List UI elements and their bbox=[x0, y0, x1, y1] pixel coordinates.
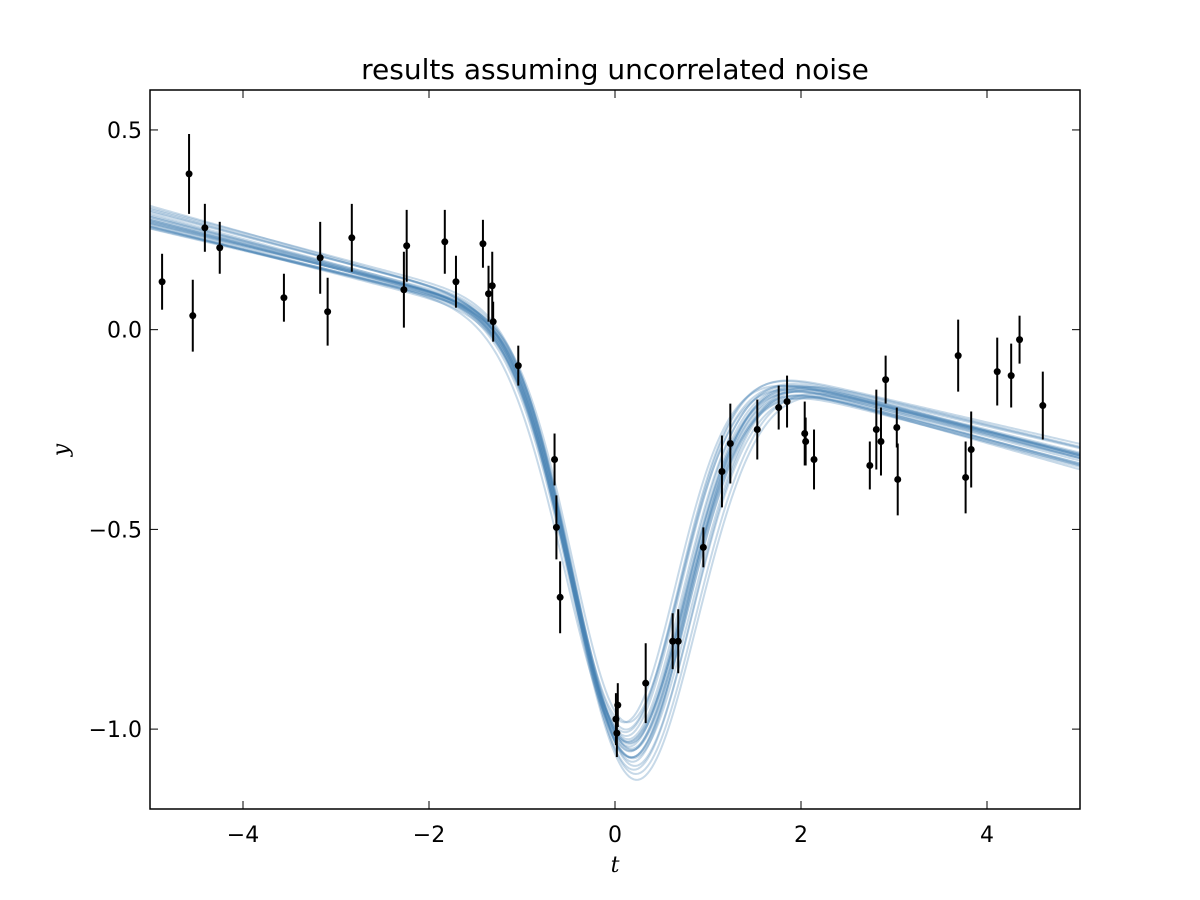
y-axis-label: y bbox=[49, 443, 74, 457]
data-point-8 bbox=[348, 234, 356, 242]
data-point-38 bbox=[877, 438, 885, 446]
data-point-30 bbox=[753, 426, 761, 434]
data-point-2 bbox=[189, 312, 197, 320]
data-point-29 bbox=[726, 440, 734, 448]
chart-title: results assuming uncorrelated noise bbox=[361, 53, 869, 86]
data-point-12 bbox=[452, 278, 460, 286]
data-point-26 bbox=[674, 637, 682, 645]
data-point-41 bbox=[894, 475, 902, 483]
data-point-44 bbox=[967, 446, 975, 453]
data-point-5 bbox=[280, 294, 288, 302]
data-point-35 bbox=[810, 455, 818, 463]
data-point-9 bbox=[400, 286, 408, 294]
data-point-34 bbox=[802, 438, 810, 446]
data-point-46 bbox=[1007, 372, 1015, 380]
y-tick-label-0: 0.5 bbox=[107, 119, 142, 144]
y-tick-label-1: 0.0 bbox=[107, 319, 142, 344]
y-axis-ticks: 0.5 0.0 −0.5 −1.0 bbox=[89, 119, 1080, 743]
x-axis-ticks: −4 −2 0 2 4 bbox=[227, 90, 994, 848]
x-tick-label-0: −4 bbox=[227, 823, 259, 848]
x-axis-label: t bbox=[611, 853, 620, 878]
model-sample-line-5 bbox=[150, 218, 1080, 776]
data-point-7 bbox=[324, 308, 332, 316]
model-sample-line-2 bbox=[150, 218, 1080, 771]
data-point-47 bbox=[1016, 336, 1024, 344]
data-point-25 bbox=[669, 637, 677, 645]
data-point-43 bbox=[962, 473, 970, 481]
data-point-31 bbox=[775, 404, 783, 412]
data-point-23 bbox=[614, 701, 622, 709]
data-point-17 bbox=[514, 362, 522, 370]
data-point-6 bbox=[316, 254, 324, 262]
data-point-39 bbox=[882, 376, 890, 384]
data-point-14 bbox=[485, 290, 493, 298]
data-point-13 bbox=[479, 240, 487, 248]
data-point-48 bbox=[1039, 402, 1047, 410]
data-points bbox=[158, 133, 1047, 758]
data-point-19 bbox=[552, 523, 560, 531]
data-point-4 bbox=[216, 244, 224, 252]
data-point-36 bbox=[866, 461, 874, 469]
data-point-32 bbox=[783, 398, 791, 406]
data-point-42 bbox=[954, 352, 962, 360]
data-point-20 bbox=[556, 593, 564, 601]
data-point-24 bbox=[642, 679, 650, 687]
data-point-45 bbox=[993, 368, 1001, 376]
model-sample-line-18 bbox=[150, 220, 1080, 781]
data-point-28 bbox=[718, 467, 726, 475]
data-point-11 bbox=[441, 238, 449, 246]
data-point-22 bbox=[613, 729, 621, 737]
data-point-1 bbox=[185, 170, 193, 178]
y-tick-label-2: −0.5 bbox=[89, 518, 142, 543]
x-tick-label-4: 4 bbox=[980, 823, 994, 848]
data-point-18 bbox=[551, 455, 559, 463]
data-point-16 bbox=[489, 318, 497, 326]
data-point-40 bbox=[893, 424, 901, 432]
x-tick-label-1: −2 bbox=[413, 823, 445, 848]
data-point-27 bbox=[699, 543, 707, 551]
data-point-15 bbox=[488, 282, 496, 290]
data-point-10 bbox=[403, 242, 411, 250]
data-point-37 bbox=[872, 426, 880, 434]
y-tick-label-3: −1.0 bbox=[89, 718, 142, 743]
data-point-0 bbox=[158, 278, 166, 286]
data-point-3 bbox=[201, 224, 209, 232]
x-tick-label-2: 0 bbox=[608, 823, 622, 848]
x-tick-label-3: 2 bbox=[794, 823, 808, 848]
